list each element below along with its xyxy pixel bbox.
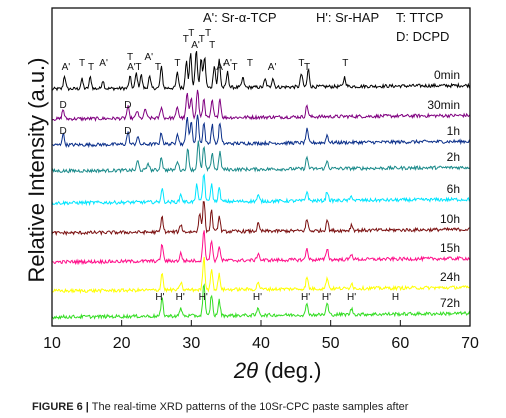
peak-label-0min-11: T bbox=[188, 28, 194, 39]
peak-label-0min-2: T bbox=[88, 62, 94, 73]
caption-text: The real-time XRD patterns of the 10Sr-C… bbox=[88, 401, 409, 413]
legend: A': Sr-α-TCP H': Sr-HAP T: TTCP D: DCPD bbox=[203, 10, 449, 44]
x-tick-label-60: 60 bbox=[391, 335, 409, 352]
peak-label-72h-5: H' bbox=[322, 292, 331, 303]
y-axis-title: Relative Intensity (a.u.) bbox=[24, 58, 49, 283]
peak-label-0min-22: T bbox=[304, 62, 310, 73]
legend-dcpd: D: DCPD bbox=[396, 29, 449, 44]
peak-label-0min-23: T bbox=[342, 58, 348, 69]
peak-label-30min-0: D bbox=[59, 100, 66, 111]
peak-label-72h-3: H' bbox=[253, 292, 262, 303]
series-label-10h: 10h bbox=[440, 212, 460, 226]
peak-label-72h-1: H' bbox=[176, 292, 185, 303]
series-label-2h: 2h bbox=[447, 150, 460, 164]
peak-label-0min-15: T bbox=[209, 40, 215, 51]
x-tick-label-50: 50 bbox=[322, 335, 340, 352]
series-labels: 0min 30min 1h 2h 6h 10h 15h 24h 72h bbox=[427, 68, 460, 310]
caption-figure-label: FIGURE 6 | bbox=[32, 401, 89, 413]
peak-label-72h-6: H' bbox=[347, 292, 356, 303]
x-axis-symbol: 2θ bbox=[233, 358, 258, 383]
x-tick-label-30: 30 bbox=[182, 335, 200, 352]
peak-label-0min-16: A' bbox=[216, 62, 225, 73]
x-tick-label-10: 10 bbox=[43, 335, 61, 352]
x-axis-title: 2θ (deg.) bbox=[233, 358, 322, 383]
peak-label-0min-13: T bbox=[199, 34, 205, 45]
peak-label-0min-5: T bbox=[127, 52, 133, 63]
peak-label-0min-6: T bbox=[135, 62, 141, 73]
series-label-24h: 24h bbox=[440, 270, 460, 284]
peak-label-72h-4: H' bbox=[301, 292, 310, 303]
series-line-30min bbox=[51, 89, 471, 122]
peak-label-0min-20: A' bbox=[268, 62, 277, 73]
x-axis-ticks: 10 20 30 40 50 60 70 bbox=[43, 320, 479, 352]
legend-sr-hap: H': Sr-HAP bbox=[316, 10, 379, 25]
peak-label-0min-19: T bbox=[247, 58, 253, 69]
peak-label-0min-17: A' bbox=[223, 58, 232, 69]
series-label-1h: 1h bbox=[447, 124, 460, 138]
legend-sr-alpha-tcp: A': Sr-α-TCP bbox=[203, 10, 277, 25]
peak-label-0min-9: T bbox=[174, 58, 180, 69]
peak-label-0min-1: T bbox=[79, 58, 85, 69]
peak-label-0min-10: T bbox=[183, 34, 189, 45]
peak-label-0min-12: A' bbox=[191, 40, 200, 51]
legend-ttcp: T: TTCP bbox=[396, 10, 443, 25]
series-label-6h: 6h bbox=[447, 182, 460, 196]
peak-label-0min-8: T bbox=[155, 62, 161, 73]
plot-frame bbox=[51, 7, 471, 327]
series-label-72h: 72h bbox=[440, 296, 460, 310]
peak-label-0min-7: A' bbox=[145, 52, 154, 63]
peak-label-1h-0: D bbox=[59, 126, 66, 137]
peak-label-1h-1: D bbox=[124, 126, 131, 137]
x-axis-unit: (deg.) bbox=[264, 358, 321, 383]
series-line-1h bbox=[52, 114, 471, 149]
figure-caption: FIGURE 6 | The real-time XRD patterns of… bbox=[32, 401, 506, 413]
series-line-24h bbox=[51, 256, 470, 294]
series-layer bbox=[51, 51, 471, 320]
peak-label-72h-2: H' bbox=[199, 292, 208, 303]
peak-label-72h-0: H' bbox=[155, 292, 164, 303]
series-line-0min bbox=[51, 51, 471, 92]
series-label-30min: 30min bbox=[427, 98, 460, 112]
series-line-6h bbox=[51, 173, 471, 207]
series-line-15h bbox=[51, 230, 471, 266]
x-tick-label-40: 40 bbox=[252, 335, 270, 352]
peak-label-72h-7: H bbox=[392, 292, 399, 303]
peak-label-0min-21: T bbox=[298, 58, 304, 69]
series-line-10h bbox=[51, 201, 471, 237]
peak-label-30min-1: D bbox=[124, 100, 131, 111]
series-line-72h bbox=[51, 283, 471, 320]
series-label-15h: 15h bbox=[440, 241, 460, 255]
series-line-2h bbox=[51, 140, 471, 174]
peak-label-0min-18: T bbox=[231, 62, 237, 73]
series-label-0min: 0min bbox=[434, 68, 460, 82]
peak-label-0min-0: A' bbox=[62, 62, 71, 73]
x-tick-label-70: 70 bbox=[461, 335, 479, 352]
peak-label-0min-3: A' bbox=[99, 58, 108, 69]
peak-label-0min-4: A' bbox=[127, 62, 136, 73]
peak-label-0min-14: T bbox=[205, 28, 211, 39]
x-tick-label-20: 20 bbox=[113, 335, 131, 352]
